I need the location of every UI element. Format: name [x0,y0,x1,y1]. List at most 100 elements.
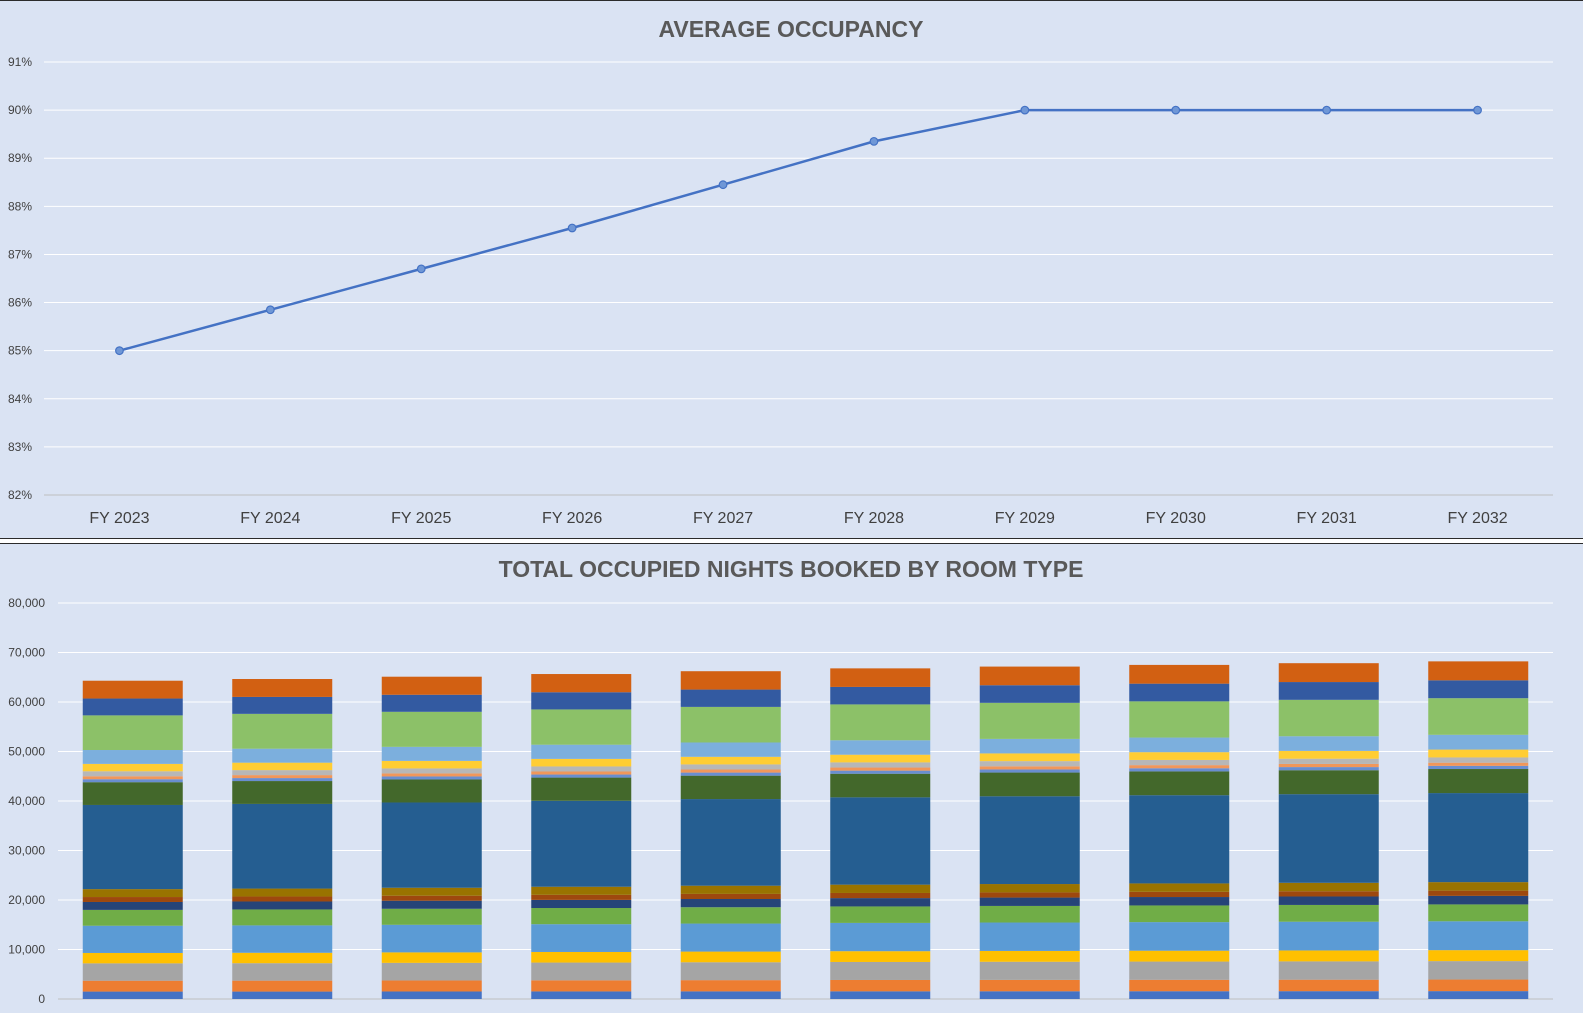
y-tick-label: 60,000 [8,695,45,709]
nights-stacked-bar-chart: TOTAL OCCUPIED NIGHTS BOOKED BY ROOM TYP… [8,556,1553,1006]
y-tick-label: 10,000 [8,943,45,957]
nights-chart-panel: TOTAL OCCUPIED NIGHTS BOOKED BY ROOM TYP… [0,543,1583,1013]
bar-segment [680,769,781,773]
bar-segment [232,980,333,992]
y-tick-label: 30,000 [8,844,45,858]
bar-segment [680,764,781,770]
bar-segment [1428,769,1529,794]
y-axis: 0 10,000 20,000 30,000 40,000 50,000 60,000 70,… [8,596,45,1006]
bar-segment [680,893,781,900]
bar-segment [979,922,1080,951]
bar-segment [232,778,333,782]
bar-segment [1278,979,1379,992]
bar-stack [82,680,183,999]
bar-segment [979,753,1080,762]
bar-segment [680,885,781,894]
bar-segment [1428,961,1529,980]
bar-segment [1428,895,1529,905]
bar-segment [1278,758,1379,764]
bar-segment [381,711,482,747]
bar-segment [830,740,931,755]
bar-segment [830,961,931,980]
bar-segment [531,709,632,745]
data-point [718,180,728,190]
bar-segment [1428,765,1529,770]
x-tick-label: FY 2026 [542,510,602,527]
bar-segment [381,962,482,981]
x-tick-label: FY 2023 [89,510,149,527]
bar-segment [680,923,781,952]
bar-segment [1278,794,1379,883]
bar-segment [381,694,482,712]
bar-segment [531,951,632,963]
bar-segment [979,761,1080,767]
x-tick-label: FY 2030 [1146,510,1206,527]
y-tick-label: 83% [8,440,32,454]
y-tick-label: 84% [8,392,32,406]
stacked-bars [82,661,1529,999]
chart-title: AVERAGE OCCUPANCY [659,16,924,42]
bar-segment [979,769,1080,773]
data-point [265,305,275,315]
bar-segment [82,909,183,926]
bar-segment [1278,882,1379,892]
bar-segment [1129,771,1230,796]
bar-segment [531,800,632,887]
bar-segment [1129,737,1230,753]
bar-segment [531,774,632,778]
bar-segment [1129,701,1230,738]
bar-segment [1278,896,1379,905]
bar-stack [531,674,632,999]
bar-segment [1428,991,1529,999]
x-tick-label: FY 2032 [1447,510,1507,527]
bar-segment [1129,683,1230,702]
bar-segment [830,773,931,798]
bar-segment [381,776,482,780]
bar-segment [82,763,183,772]
bar-segment [1129,765,1230,769]
bar-segment [830,906,931,923]
bar-segment [830,767,931,771]
bar-segment [1278,950,1379,962]
bar-segment [1428,749,1529,758]
bar-segment [1129,795,1230,884]
bar-segment [82,980,183,992]
bar-segment [1278,767,1379,771]
bar-segment [1129,768,1230,772]
bar-segment [1278,991,1379,999]
bar-segment [82,779,183,783]
bar-segment [979,884,1080,893]
bar-stack [232,679,333,999]
bar-segment [381,779,482,803]
bar-segment [979,897,1080,906]
bar-segment [1278,961,1379,980]
bar-segment [232,762,333,771]
bar-segment [680,962,781,981]
bar-segment [381,991,482,999]
x-tick-label: FY 2028 [844,510,904,527]
bar-segment [531,674,632,693]
bar-segment [1278,891,1379,897]
bar-segment [979,950,1080,962]
bar-segment [531,924,632,952]
data-point [1020,105,1030,115]
bar-segment [232,713,333,749]
bar-segment [1278,663,1379,683]
occupancy-line-chart: AVERAGE OCCUPANCY 82%83%84%85%86%87%88%8… [8,16,1553,527]
bar-segment [381,676,482,695]
bar-segment [232,952,333,964]
bar-segment [232,901,333,910]
occupancy-chart-panel: AVERAGE OCCUPANCY 82% 83% 84% 85% 86% 87% 88% 8… [0,0,1583,538]
bar-segment [82,963,183,981]
bar-segment [830,770,931,774]
bar-segment [830,668,931,687]
y-tick-label: 50,000 [8,745,45,759]
bar-segment [680,899,781,908]
bar-segment [1278,770,1379,795]
bar-segment [1278,921,1379,951]
bar-segment [1428,734,1529,750]
bar-segment [82,901,183,910]
data-point [869,136,879,146]
bar-segment [979,666,1080,686]
data-point [1473,105,1482,115]
